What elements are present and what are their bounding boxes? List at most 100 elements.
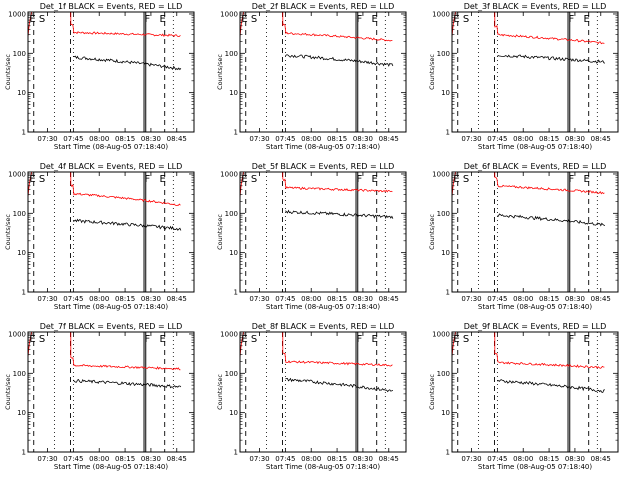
x-tick-label: 07:30 — [249, 455, 269, 463]
x-tick-label: 08:15 — [115, 455, 135, 463]
interval-marker-label: S — [39, 334, 45, 345]
x-tick-label: 07:45 — [275, 135, 295, 143]
interval-marker-label: E — [372, 14, 378, 25]
y-tick-label: 1000 — [220, 330, 238, 338]
x-tick-label: 08:30 — [141, 135, 161, 143]
y-tick-label: 10 — [17, 249, 26, 257]
plot-frame — [27, 11, 195, 133]
lld-series-line — [240, 12, 393, 42]
y-tick-label: 1000 — [8, 330, 26, 338]
panel-title: Det_9f BLACK = Events, RED = LLD — [464, 322, 607, 331]
x-tick-label: 08:00 — [89, 295, 109, 303]
y-tick-label: 100 — [437, 210, 450, 218]
x-tick-label: 08:45 — [379, 455, 399, 463]
x-tick-label: 08:30 — [353, 135, 373, 143]
y-tick-label: 10 — [17, 409, 26, 417]
panel-title: Det_1f BLACK = Events, RED = LLD — [40, 2, 183, 11]
panel-title: Det_7f BLACK = Events, RED = LLD — [40, 322, 183, 331]
x-tick-label: 08:15 — [327, 135, 347, 143]
y-tick-label: 100 — [13, 210, 26, 218]
detector-panel: Det_5f BLACK = Events, RED = LLD 07:30 07:… — [216, 162, 407, 311]
x-tick-label: 08:30 — [565, 135, 585, 143]
x-tick-label: 08:15 — [115, 135, 135, 143]
y-tick-label: 1000 — [8, 170, 26, 178]
interval-marker-label: S — [463, 334, 469, 345]
y-axis-title: Counts/sec — [428, 54, 436, 90]
y-axis-title: Counts/sec — [216, 374, 224, 410]
x-axis-title: Start Time (08-Aug-05 07:18:40) — [54, 143, 168, 151]
y-tick-label: 1 — [234, 289, 238, 297]
events-series-line — [497, 379, 605, 393]
panel-title: Det_5f BLACK = Events, RED = LLD — [252, 162, 395, 171]
x-tick-label: 08:45 — [167, 455, 187, 463]
y-axis-title: Counts/sec — [216, 214, 224, 250]
x-axis-title: Start Time (08-Aug-05 07:18:40) — [478, 143, 592, 151]
x-axis-title: Start Time (08-Aug-05 07:18:40) — [478, 303, 592, 311]
interval-marker-label: S — [39, 14, 45, 25]
x-tick-label: 07:45 — [275, 455, 295, 463]
x-tick-label: 07:30 — [461, 295, 481, 303]
events-series-line — [497, 54, 606, 64]
x-axis-title: Start Time (08-Aug-05 07:18:40) — [54, 463, 168, 471]
interval-marker-label: S — [463, 14, 469, 25]
panel-title: Det_2f BLACK = Events, RED = LLD — [252, 2, 395, 11]
x-tick-label: 08:15 — [539, 135, 559, 143]
lld-series-line — [240, 172, 393, 198]
panel-title: Det_4f BLACK = Events, RED = LLD — [40, 162, 183, 171]
detector-panel: Det_6f BLACK = Events, RED = LLD 07:30 07:… — [428, 162, 619, 311]
y-tick-label: 10 — [229, 249, 238, 257]
y-tick-label: 100 — [437, 50, 450, 58]
detector-panel: Det_8f BLACK = Events, RED = LLD 07:30 07:… — [216, 322, 407, 471]
plot-frame — [451, 171, 619, 293]
y-tick-label: 100 — [13, 370, 26, 378]
interval-marker-label: F — [569, 174, 575, 185]
interval-marker-label: E — [160, 174, 166, 185]
x-tick-label: 07:45 — [63, 455, 83, 463]
x-axis-title: Start Time (08-Aug-05 07:18:40) — [266, 463, 380, 471]
x-tick-label: 08:45 — [591, 295, 611, 303]
lld-series-line — [452, 172, 605, 198]
x-tick-label: 07:30 — [37, 135, 57, 143]
x-tick-label: 08:00 — [89, 455, 109, 463]
x-tick-label: 07:30 — [249, 295, 269, 303]
y-tick-label: 1 — [446, 449, 450, 457]
x-axis-title: Start Time (08-Aug-05 07:18:40) — [266, 143, 380, 151]
detector-panel: Det_4f BLACK = Events, RED = LLD 07:30 07:… — [4, 162, 195, 311]
x-tick-label: 08:00 — [301, 455, 321, 463]
interval-marker-label: E — [453, 14, 459, 25]
events-series-line — [73, 378, 182, 389]
y-axis-title: Counts/sec — [428, 214, 436, 250]
interval-marker-label: E — [160, 14, 166, 25]
y-tick-label: 1 — [446, 289, 450, 297]
x-tick-label: 07:30 — [461, 135, 481, 143]
interval-marker-label: E — [453, 334, 459, 345]
detector-panel: Det_1f BLACK = Events, RED = LLD 07:30 07:… — [4, 2, 195, 151]
y-tick-label: 1 — [22, 129, 26, 137]
plot-frame — [451, 11, 619, 133]
lld-series-line — [240, 332, 393, 367]
x-tick-label: 08:30 — [565, 295, 585, 303]
interval-marker-label: E — [453, 174, 459, 185]
x-tick-label: 08:30 — [353, 295, 373, 303]
detector-panel: Det_7f BLACK = Events, RED = LLD 07:30 07:… — [4, 322, 195, 471]
y-tick-label: 10 — [17, 89, 26, 97]
x-tick-label: 08:30 — [141, 295, 161, 303]
y-tick-label: 100 — [13, 50, 26, 58]
events-series-line — [73, 218, 182, 231]
interval-marker-label: E — [584, 174, 590, 185]
y-tick-label: 1 — [234, 449, 238, 457]
x-tick-label: 07:45 — [63, 295, 83, 303]
x-tick-label: 08:00 — [301, 295, 321, 303]
y-tick-label: 1000 — [432, 10, 450, 18]
x-tick-label: 07:30 — [37, 455, 57, 463]
x-tick-label: 07:45 — [487, 295, 507, 303]
x-axis-title: Start Time (08-Aug-05 07:18:40) — [478, 463, 592, 471]
y-tick-label: 100 — [225, 370, 238, 378]
y-tick-label: 10 — [229, 89, 238, 97]
y-tick-label: 10 — [441, 89, 450, 97]
y-tick-label: 1 — [22, 449, 26, 457]
detector-panel: Det_3f BLACK = Events, RED = LLD 07:30 07:… — [428, 2, 619, 151]
x-tick-label: 08:15 — [115, 295, 135, 303]
interval-marker-label: F — [569, 334, 575, 345]
